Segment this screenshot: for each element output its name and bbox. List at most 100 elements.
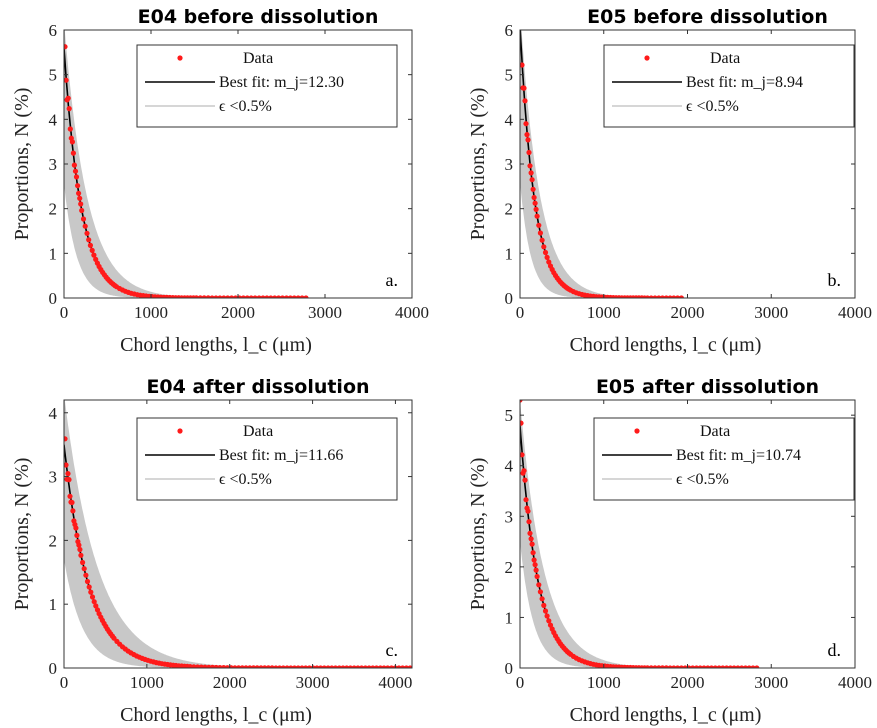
data-point [83, 572, 89, 578]
data-point [544, 254, 550, 260]
data-point [84, 578, 91, 585]
data-point [530, 550, 536, 556]
data-point [193, 295, 199, 298]
legend-entry: ϵ <0.5% [686, 98, 739, 115]
y-tick-label: 2 [49, 531, 58, 550]
data-point [86, 237, 92, 243]
data-point [76, 190, 82, 196]
data-point [529, 541, 535, 547]
legend-entry: Best fit: m_j=12.30 [219, 74, 344, 91]
legend-entry: ϵ <0.5% [219, 471, 272, 488]
data-point [80, 216, 87, 222]
uncertainty-band [520, 400, 855, 668]
data-point [77, 546, 83, 553]
data-point [542, 249, 549, 256]
chart-panel-4: 0 1000 2000 3000 4000 0 1 2 3 4 5 E05 after dissolu… [467, 376, 872, 726]
legend: Data Best fit: m_j=8.94 ϵ <0.5% [603, 44, 855, 128]
y-tick-label: 5 [49, 66, 58, 85]
legend-data-marker [177, 428, 183, 434]
data-point [754, 665, 760, 668]
x-tick-label: 3000 [296, 673, 330, 692]
data-point [527, 530, 533, 536]
data-point [91, 252, 97, 258]
data-point [197, 295, 203, 298]
data-point [64, 462, 69, 468]
data-point [65, 95, 71, 101]
x-tick-label: 3000 [754, 303, 788, 322]
x-tick-label: 0 [516, 673, 525, 692]
data-point [531, 557, 537, 563]
y-tick-label: 4 [505, 457, 514, 476]
data-point [678, 295, 684, 298]
data-point [70, 150, 76, 156]
data-point [539, 596, 545, 602]
panel-label: c. [386, 640, 399, 660]
data-point [529, 177, 535, 183]
legend-entry: Data [243, 423, 273, 440]
data-point [64, 436, 68, 442]
data-point [303, 295, 309, 298]
legend-entry: Data [243, 50, 273, 67]
data-point [517, 7, 522, 12]
data-point [67, 493, 73, 499]
data-point [78, 552, 84, 558]
y-tick-label: 3 [505, 507, 514, 526]
data-point [520, 452, 525, 458]
data-point [233, 295, 239, 298]
x-tick-label: 4000 [838, 673, 872, 692]
data-point [91, 599, 97, 605]
data-point [537, 589, 544, 595]
y-axis-label: Proportions, N (%) [11, 458, 33, 611]
y-tick-label: 6 [49, 21, 58, 40]
y-tick-label: 3 [505, 155, 514, 174]
data-point [279, 295, 286, 298]
data-point [291, 295, 297, 298]
x-tick-label: 2000 [671, 673, 705, 692]
data-point [528, 536, 534, 542]
y-tick-label: 4 [505, 110, 514, 129]
data-point [74, 532, 80, 539]
data-point [536, 582, 542, 588]
y-axis-label: Proportions, N (%) [467, 88, 489, 241]
data-point [248, 295, 254, 298]
data-point [69, 139, 75, 145]
data-point [77, 195, 83, 201]
data-point [544, 613, 550, 619]
x-tick-label: 3000 [308, 303, 342, 322]
data-point [264, 295, 270, 298]
data-point [217, 295, 223, 298]
data-point [299, 295, 305, 298]
data-point [252, 295, 258, 298]
x-tick-label: 4000 [838, 303, 872, 322]
y-tick-label: 4 [49, 404, 58, 423]
data-point [521, 468, 527, 474]
data-point [523, 121, 529, 127]
data-point [272, 295, 278, 298]
data-point [84, 230, 90, 236]
panel-label: a. [386, 270, 399, 290]
chart-title: E04 after dissolution [146, 376, 369, 398]
y-tick-label: 0 [505, 659, 514, 678]
data-point [532, 200, 538, 206]
data-point [61, 23, 66, 28]
data-point [534, 573, 540, 580]
data-point [522, 477, 528, 483]
data-point [525, 508, 531, 514]
data-point [539, 237, 545, 243]
x-tick-label: 1000 [587, 673, 621, 692]
data-point [244, 295, 250, 298]
data-point [93, 603, 99, 609]
data-point [213, 295, 219, 298]
chart-title: E05 after dissolution [596, 376, 819, 398]
data-point [283, 295, 290, 298]
chart-title: E04 before dissolution [138, 6, 379, 28]
legend-entry: Data [710, 50, 740, 67]
x-tick-label: 0 [516, 303, 525, 322]
data-point [70, 508, 76, 514]
y-tick-label: 1 [505, 608, 514, 627]
data-point [225, 295, 231, 298]
data-point [287, 295, 293, 298]
data-point [67, 126, 73, 132]
y-axis-label: Proportions, N (%) [467, 458, 489, 611]
